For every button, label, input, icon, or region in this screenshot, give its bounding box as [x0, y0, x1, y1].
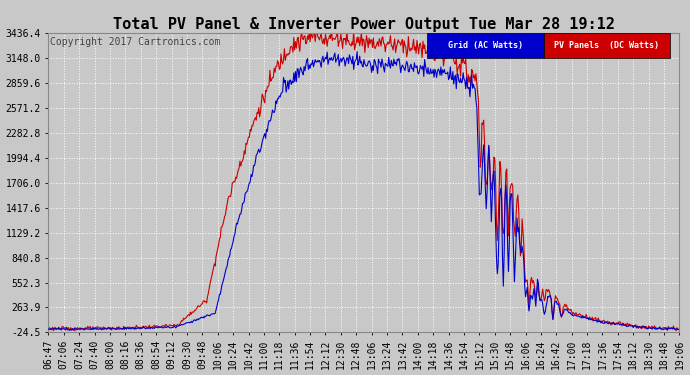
- Text: Grid (AC Watts): Grid (AC Watts): [448, 41, 523, 50]
- Text: Copyright 2017 Cartronics.com: Copyright 2017 Cartronics.com: [50, 38, 220, 48]
- Text: PV Panels  (DC Watts): PV Panels (DC Watts): [554, 41, 660, 50]
- FancyBboxPatch shape: [427, 33, 544, 58]
- Title: Total PV Panel & Inverter Power Output Tue Mar 28 19:12: Total PV Panel & Inverter Power Output T…: [113, 17, 615, 32]
- FancyBboxPatch shape: [544, 33, 670, 58]
